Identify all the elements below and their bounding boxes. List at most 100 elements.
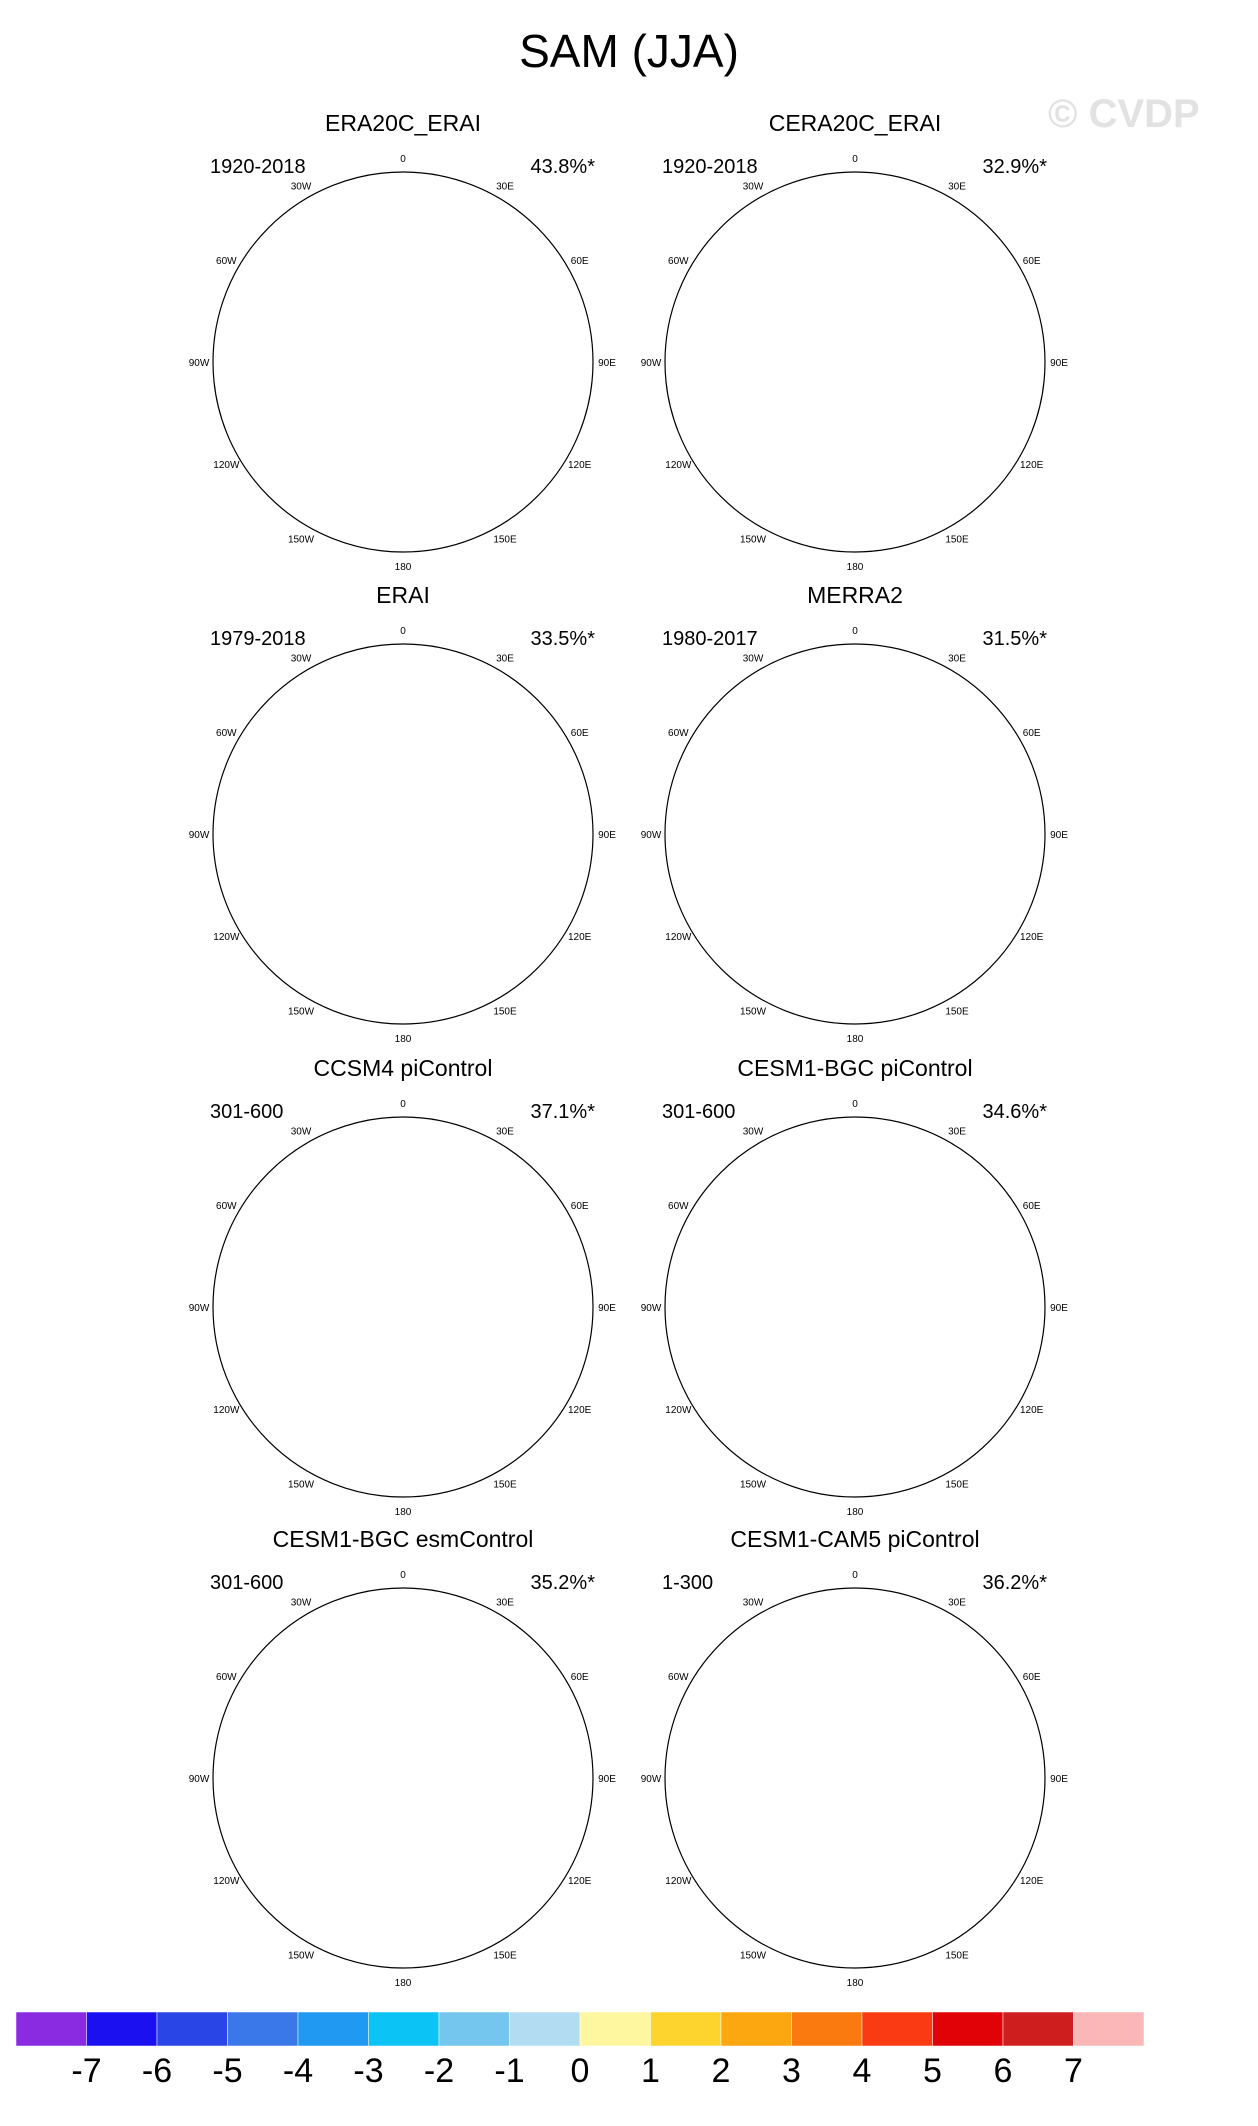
positive-anomaly-indian (487, 752, 551, 921)
coastline (861, 1403, 885, 1467)
panel-title: MERRA2 (807, 582, 903, 608)
background-zero-contour (665, 1588, 1045, 1968)
grid-label-60w: 60W (668, 1672, 689, 1683)
polar-negative-contour (297, 280, 473, 440)
polar-negative-contour (286, 265, 494, 453)
grid-label-180: 180 (847, 1507, 864, 1518)
positive-anomaly-indian (939, 280, 1003, 449)
polar-negative-contour (308, 1711, 452, 1843)
coastline (273, 294, 469, 420)
grid-label-0: 0 (400, 626, 406, 637)
grid-label-150w: 150W (288, 1007, 315, 1018)
map-boundary (212, 643, 594, 1025)
panel-variance: 31.5%* (982, 628, 1048, 650)
panel-period: 301-600 (210, 1572, 284, 1594)
panel-variance: 34.6%* (982, 1101, 1048, 1123)
background-zero-contour (665, 644, 1045, 1024)
coastline (907, 1608, 983, 1670)
positive-anomaly-pacific (759, 1407, 886, 1457)
polar-negative-contour (760, 1711, 904, 1843)
colorbar-segment (1002, 2011, 1074, 2047)
grid-label-120w: 120W (213, 1876, 240, 1887)
grid-label-180: 180 (395, 1034, 412, 1045)
grid-label-30e: 30E (496, 1597, 514, 1608)
grid-label-120w: 120W (665, 932, 692, 943)
coastline (319, 1600, 373, 1680)
background-zero-contour (213, 644, 593, 1024)
positive-anomaly-indian (487, 1225, 551, 1394)
coastline (861, 1874, 885, 1938)
map-boundary (212, 1587, 594, 1969)
colorbar-label: 3 (782, 2052, 801, 2090)
polar-negative-contour (275, 1666, 515, 1882)
grid-label-150e: 150E (493, 1007, 517, 1018)
positive-anomaly-pacific (759, 934, 886, 984)
panel-variance: 43.8%* (530, 156, 596, 178)
coastline (508, 1372, 563, 1477)
polar-negative-contour (275, 1195, 515, 1411)
grid-label-150e: 150E (945, 1480, 969, 1491)
coastline (960, 427, 1015, 532)
colorbar-label: -2 (423, 2052, 455, 2090)
panel-period: 1-300 (662, 1572, 714, 1594)
grid-label-90e: 90E (1050, 1774, 1068, 1785)
grid-label-60e: 60E (1023, 728, 1041, 739)
contour-field (213, 1586, 593, 1968)
colorbar-segment (227, 2011, 299, 2047)
coastline (771, 184, 825, 264)
grid-label-120w: 120W (213, 460, 240, 471)
positive-anomaly-pacific-core (796, 1419, 860, 1447)
grid-label-30w: 30W (743, 181, 764, 192)
polar-negative-contour (297, 752, 473, 912)
polar-negative-contour (738, 1681, 946, 1869)
colorbar-label: 5 (923, 2052, 942, 2090)
panel-period: 301-600 (210, 1101, 284, 1123)
positive-anomaly-indian-core (500, 1736, 531, 1829)
grid-label-150e: 150E (945, 1007, 969, 1018)
grid-label-150w: 150W (740, 1007, 767, 1018)
map-panel: 0 30E 60E 90E 120E 150E 180 150W 120W 90W 60W 30W (641, 626, 1069, 1045)
polar-negative-contour (738, 1210, 946, 1398)
contour-field (665, 1115, 1045, 1497)
colorbar-segment (86, 2011, 158, 2047)
grid-label-60w: 60W (668, 256, 689, 267)
polar-negative-contour (308, 767, 452, 899)
colorbar-label: 2 (711, 2052, 731, 2090)
colorbar-label: -3 (353, 2052, 384, 2090)
polar-negative-contour (738, 737, 946, 925)
panel-variance: 35.2%* (530, 1572, 596, 1594)
grid-label-120e: 120E (568, 932, 592, 943)
colorbar-label: 1 (641, 2052, 660, 2090)
map-boundary (664, 171, 1046, 553)
coastline (960, 1843, 1015, 1948)
grid-label-30w: 30W (291, 1597, 312, 1608)
coastline (508, 427, 563, 532)
grid-label-30w: 30W (291, 181, 312, 192)
grid-label-90w: 90W (641, 1774, 662, 1785)
map-boundary (664, 1116, 1046, 1498)
polar-negative-contour (760, 295, 904, 427)
grid-label-60w: 60W (668, 1201, 689, 1212)
grid-label-0: 0 (852, 626, 858, 637)
positive-anomaly-indian (487, 1696, 551, 1865)
coastline (409, 458, 433, 522)
positive-anomaly-indian (939, 1696, 1003, 1865)
coastline (273, 1710, 469, 1836)
coastline (319, 656, 373, 736)
positive-anomaly-indian (939, 752, 1003, 921)
grid-label-150e: 150E (945, 535, 969, 546)
positive-anomaly-pacific-core (344, 474, 408, 502)
grid-label-120e: 120E (568, 1876, 592, 1887)
grid-label-60e: 60E (1023, 1201, 1041, 1212)
positive-anomaly-pacific-core (344, 1890, 408, 1918)
positive-anomaly-indian-core (952, 792, 983, 885)
contour-field (213, 642, 593, 1024)
colorbar-segment (156, 2011, 228, 2047)
positive-anomaly-indian-core (500, 1265, 531, 1358)
positive-anomaly-indian-core (952, 320, 983, 413)
coastline (907, 1137, 983, 1199)
coastline (218, 684, 373, 736)
grid-label-60e: 60E (1023, 256, 1041, 267)
panel-title: CESM1-BGC piControl (737, 1055, 973, 1081)
grid-label-90e: 90E (1050, 358, 1068, 369)
